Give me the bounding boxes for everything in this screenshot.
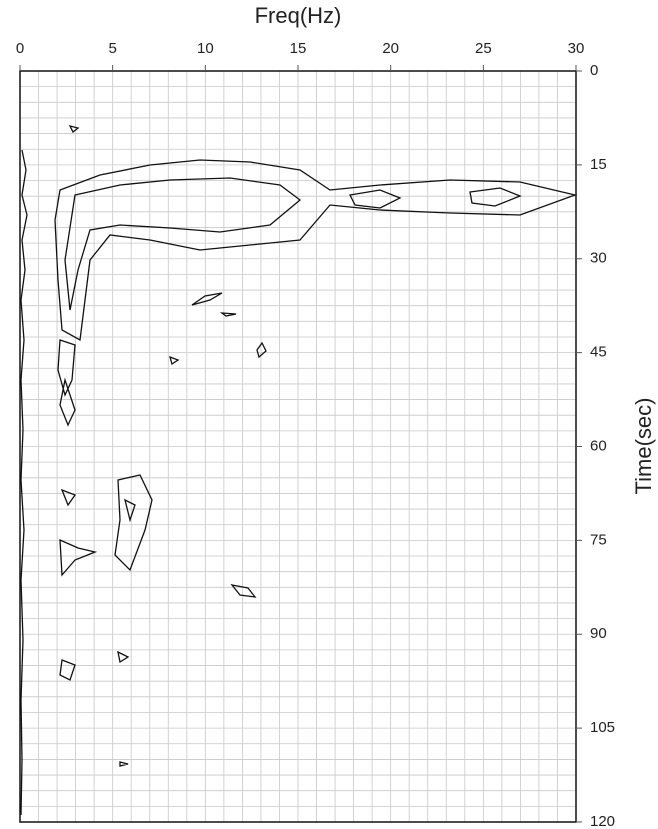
x-tick-label: 5	[108, 40, 116, 57]
x-tick-label: 30	[568, 40, 585, 57]
y-tick-label: 30	[590, 250, 607, 267]
contour	[114, 474, 153, 572]
contours	[20, 125, 578, 816]
contour	[59, 488, 98, 577]
contour	[59, 584, 257, 767]
y-tick-label: 75	[590, 531, 607, 548]
x-tick-label: 20	[382, 40, 399, 57]
x-tick-label: 10	[197, 40, 214, 57]
contour	[20, 149, 28, 816]
contour	[68, 125, 267, 366]
x-tick-label: 15	[290, 40, 307, 57]
contour	[64, 177, 302, 311]
y-tick-label: 60	[590, 437, 607, 454]
x-tick-label: 0	[16, 40, 24, 57]
y-tick-label: 45	[590, 344, 607, 361]
contour	[54, 159, 578, 342]
x-tick-label: 25	[475, 40, 492, 57]
contour	[349, 187, 522, 209]
y-tick-label: 120	[590, 813, 615, 829]
y-tick-label: 90	[590, 625, 607, 642]
y-axis-title: Time(sec)	[631, 398, 656, 495]
contour	[57, 339, 76, 427]
x-axis-title: Freq(Hz)	[255, 3, 342, 28]
y-tick-label: 105	[590, 719, 615, 736]
y-tick-label: 15	[590, 156, 607, 173]
grid	[19, 70, 577, 823]
y-tick-label: 0	[590, 62, 598, 79]
